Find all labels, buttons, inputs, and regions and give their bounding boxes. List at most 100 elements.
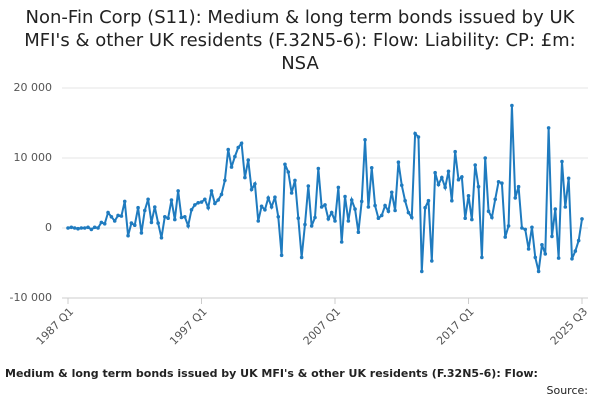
point bbox=[283, 162, 287, 167]
point bbox=[293, 178, 297, 183]
point bbox=[66, 226, 70, 230]
point bbox=[316, 166, 321, 171]
point bbox=[490, 215, 494, 220]
point bbox=[99, 220, 104, 225]
point bbox=[409, 215, 414, 220]
point bbox=[193, 203, 197, 207]
point bbox=[533, 255, 538, 260]
point bbox=[543, 252, 548, 256]
point bbox=[359, 199, 364, 204]
point bbox=[576, 238, 581, 243]
point bbox=[149, 220, 154, 225]
point bbox=[209, 189, 214, 193]
point bbox=[566, 176, 571, 181]
point bbox=[336, 185, 341, 190]
point bbox=[399, 183, 404, 188]
series-line bbox=[67, 105, 583, 272]
x-tick-label: 2017 Q1 bbox=[434, 305, 477, 348]
point bbox=[356, 230, 361, 234]
point bbox=[530, 225, 534, 230]
point bbox=[470, 217, 474, 222]
point bbox=[162, 215, 167, 219]
point bbox=[219, 192, 224, 197]
point bbox=[389, 190, 394, 195]
point bbox=[313, 215, 317, 220]
point bbox=[573, 249, 578, 253]
point bbox=[72, 226, 77, 230]
point bbox=[426, 198, 431, 203]
point bbox=[136, 205, 140, 210]
point bbox=[339, 240, 344, 244]
point bbox=[333, 219, 337, 223]
point bbox=[273, 195, 277, 199]
point bbox=[122, 199, 127, 204]
point bbox=[246, 158, 251, 162]
point bbox=[152, 205, 157, 209]
point bbox=[289, 191, 294, 195]
point bbox=[319, 205, 324, 209]
point bbox=[403, 198, 407, 203]
point bbox=[456, 177, 461, 182]
point bbox=[206, 205, 210, 210]
point bbox=[379, 213, 384, 218]
point bbox=[96, 226, 100, 230]
y-tick-label: 20 000 bbox=[14, 81, 53, 94]
point bbox=[510, 103, 514, 108]
point bbox=[373, 203, 377, 208]
point bbox=[419, 269, 424, 274]
point bbox=[496, 180, 501, 184]
point bbox=[506, 224, 511, 228]
x-tick-label: 1997 Q1 bbox=[167, 305, 210, 348]
point bbox=[560, 159, 564, 164]
point bbox=[570, 257, 574, 261]
point bbox=[406, 210, 411, 215]
point bbox=[229, 165, 234, 169]
point bbox=[540, 243, 544, 247]
x-tick-label: 2025 Q3 bbox=[548, 305, 591, 348]
point bbox=[493, 197, 498, 202]
point bbox=[306, 184, 311, 188]
point bbox=[82, 226, 87, 230]
point bbox=[523, 227, 528, 232]
point bbox=[213, 201, 217, 206]
point bbox=[166, 216, 170, 220]
point bbox=[463, 216, 467, 220]
point bbox=[443, 185, 447, 190]
point bbox=[116, 213, 120, 218]
point bbox=[159, 236, 164, 240]
point bbox=[216, 198, 220, 202]
point bbox=[142, 208, 147, 213]
point bbox=[239, 141, 244, 146]
point bbox=[183, 215, 187, 219]
point bbox=[146, 197, 150, 202]
point bbox=[383, 203, 387, 208]
point bbox=[326, 217, 331, 221]
y-tick-label: 0 bbox=[45, 221, 52, 234]
point bbox=[109, 215, 114, 219]
point bbox=[296, 216, 301, 220]
point bbox=[476, 184, 481, 189]
point bbox=[139, 231, 144, 235]
point bbox=[186, 224, 190, 228]
point bbox=[513, 196, 518, 200]
x-tick-label: 1987 Q1 bbox=[34, 305, 77, 348]
point bbox=[386, 209, 391, 213]
point bbox=[129, 221, 134, 225]
point bbox=[269, 205, 274, 209]
source: Source: bbox=[547, 384, 589, 397]
point bbox=[376, 216, 381, 220]
point bbox=[266, 196, 271, 200]
point bbox=[179, 215, 184, 220]
point bbox=[156, 221, 160, 225]
point bbox=[106, 210, 110, 215]
point bbox=[343, 194, 347, 199]
point bbox=[196, 201, 200, 205]
point bbox=[102, 222, 107, 226]
point bbox=[423, 205, 427, 210]
chart-title: Non-Fin Corp (S11): Medium & long term b… bbox=[24, 7, 576, 74]
point bbox=[500, 181, 504, 185]
point bbox=[279, 253, 284, 258]
point bbox=[436, 182, 441, 187]
point bbox=[323, 203, 327, 207]
